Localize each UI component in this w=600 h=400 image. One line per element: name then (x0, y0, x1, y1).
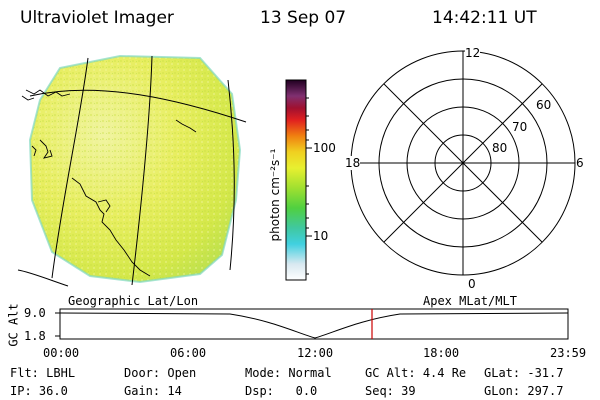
time-label: 14:42:11 UT (432, 8, 537, 28)
coastline (21, 89, 197, 277)
status-door: Door: Open (124, 366, 197, 380)
lat-label-70: 70 (512, 120, 528, 134)
status-filter: Flt: LBHL (10, 366, 76, 380)
colorbar-tick-100: 100 (313, 141, 336, 155)
alt-ytick-low: 1.8 (24, 329, 46, 343)
status-gc-alt: GC Alt: 4.4 Re (365, 366, 467, 380)
altitude-plot (55, 308, 569, 340)
app-title: Ultraviolet Imager (20, 8, 174, 28)
earth-disk (28, 54, 242, 284)
date-label: 13 Sep 07 (260, 8, 347, 28)
alt-xtick-1200: 12:00 (297, 346, 334, 360)
colorbar (285, 79, 312, 281)
mlt-label-6: 6 (576, 156, 584, 170)
lat-label-80: 80 (492, 141, 508, 155)
status-glat: GLat: -31.7 (484, 366, 564, 380)
alt-xtick-1800: 18:00 (423, 346, 460, 360)
alt-xtick-0600: 06:00 (170, 346, 207, 360)
apex-panel-label: Apex MLat/MLT (423, 294, 517, 308)
lat-label-60: 60 (536, 98, 552, 112)
status-mode: Mode: Normal (245, 366, 332, 380)
status-dsp: Dsp: 0.0 (245, 384, 318, 398)
geo-panel-label: Geographic Lat/Lon (68, 294, 199, 308)
status-ip: IP: 36.0 (10, 384, 68, 398)
polar-plot (350, 50, 576, 276)
status-glon: GLon: 297.7 (484, 384, 564, 398)
alt-ytick-high: 9.0 (24, 306, 46, 320)
status-seq: Seq: 39 (365, 384, 416, 398)
mlt-label-0: 0 (468, 277, 476, 291)
alt-xtick-2359: 23:59 (550, 346, 587, 360)
mlt-label-12: 12 (465, 46, 481, 60)
colorbar-tick-10: 10 (313, 229, 329, 243)
alt-xtick-0000: 00:00 (43, 346, 80, 360)
mlt-label-18: 18 (345, 156, 361, 170)
colorbar-unit-label: photon cm⁻²s⁻¹ (268, 148, 282, 242)
alt-ylabel: GC Alt (6, 303, 21, 347)
status-gain: Gain: 14 (124, 384, 182, 398)
